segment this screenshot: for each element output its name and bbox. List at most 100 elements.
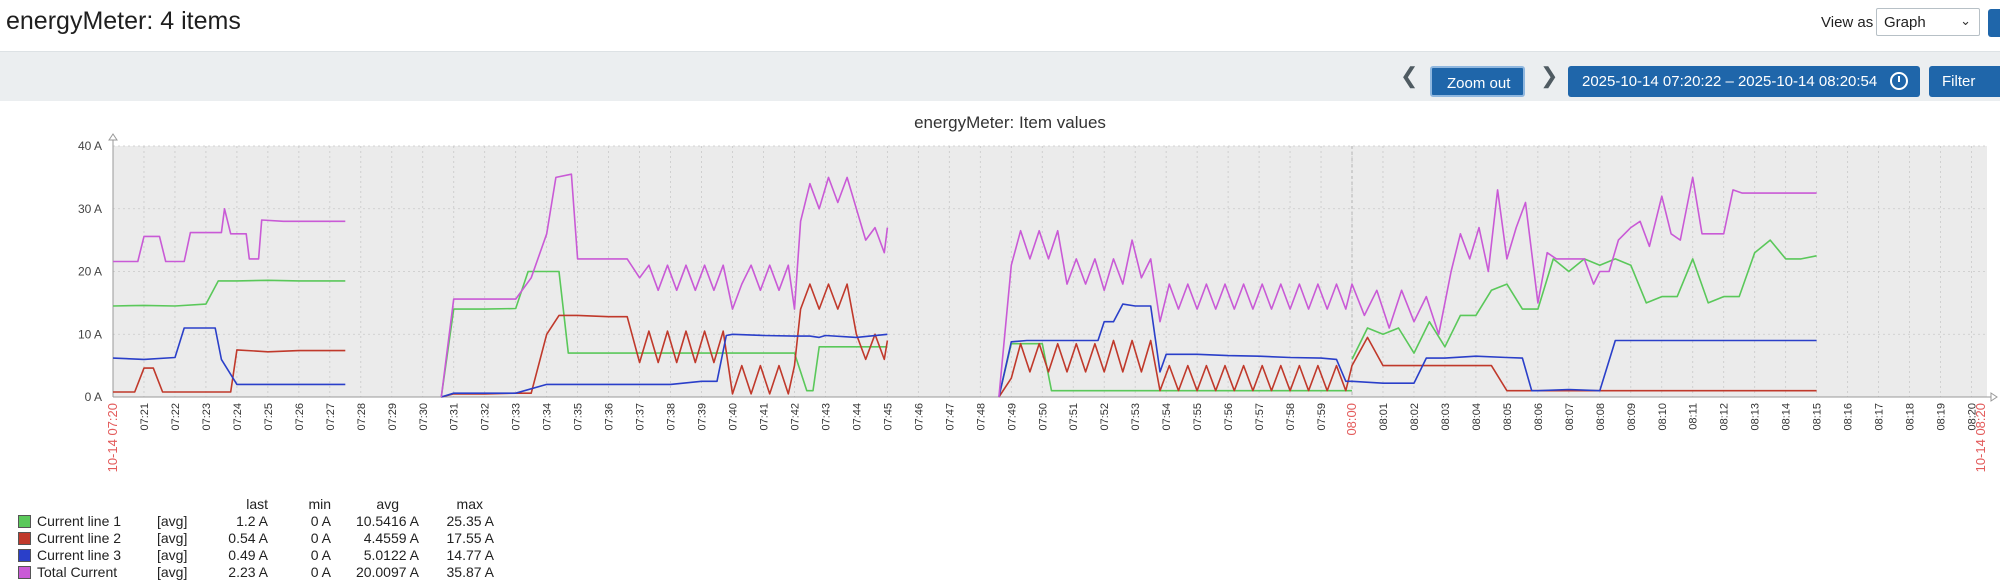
x-tick-label: 08:02 xyxy=(1409,403,1421,431)
legend-last: 1.2 A xyxy=(236,513,268,529)
x-tick-label: 07:31 xyxy=(449,403,461,431)
chevron-down-icon: ⌄ xyxy=(1960,13,1971,28)
page-header: energyMeter: 4 items View as Graph ⌄ xyxy=(0,0,2000,51)
legend-fn: [avg] xyxy=(157,547,188,563)
legend-last: 0.49 A xyxy=(228,547,268,563)
x-tick-label: 07:46 xyxy=(913,403,925,431)
legend-fn: [avg] xyxy=(157,513,188,529)
x-tick-label: 08:06 xyxy=(1533,403,1545,431)
x-tick-label: 07:59 xyxy=(1316,403,1328,431)
legend-swatch xyxy=(18,549,31,562)
x-tick-label: 07:48 xyxy=(975,403,987,431)
time-range-button[interactable]: 2025-10-14 07:20:22 – 2025-10-14 08:20:5… xyxy=(1568,66,1920,97)
legend-max: 35.87 A xyxy=(446,564,495,580)
x-tick-label: 07:54 xyxy=(1161,403,1173,431)
legend-header: min xyxy=(308,496,331,512)
legend-name: Total Current xyxy=(37,564,118,580)
x-tick-label: 07:45 xyxy=(882,403,894,431)
x-tick-label: 07:52 xyxy=(1099,403,1111,431)
y-tick-label: 0 A xyxy=(85,390,102,404)
x-tick-label: 08:12 xyxy=(1719,403,1731,431)
x-tick-label: 08:10 xyxy=(1657,403,1669,431)
legend-min: 0 A xyxy=(310,513,331,529)
x-tick-label: 07:56 xyxy=(1223,403,1235,431)
page-title: energyMeter: 4 items xyxy=(6,7,241,35)
legend-avg: 5.0122 A xyxy=(363,547,419,563)
chart-title: energyMeter: Item values xyxy=(914,113,1106,132)
x-hour-label: 08:00 xyxy=(1344,403,1359,436)
x-tick-label: 07:32 xyxy=(480,403,492,431)
x-tick-label: 08:05 xyxy=(1502,403,1514,431)
x-tick-label: 08:19 xyxy=(1936,403,1948,431)
x-tick-label: 08:09 xyxy=(1626,403,1638,431)
filter-label: Filter xyxy=(1942,73,1976,90)
legend-max: 25.35 A xyxy=(446,513,495,529)
x-tick-label: 07:35 xyxy=(573,403,585,431)
legend-last: 2.23 A xyxy=(228,564,268,580)
x-tick-label: 08:11 xyxy=(1688,403,1700,430)
y-tick-label: 30 A xyxy=(78,202,102,216)
series-line-total-current xyxy=(113,208,346,263)
x-tick-label: 07:55 xyxy=(1192,403,1204,431)
kiosk-mode-button[interactable] xyxy=(1988,9,2000,37)
legend-min: 0 A xyxy=(310,547,331,563)
legend-last: 0.54 A xyxy=(228,530,268,546)
view-as-select[interactable]: Graph ⌄ xyxy=(1876,8,1980,36)
series-line-current-line-3 xyxy=(112,327,346,386)
x-tick-label: 07:50 xyxy=(1037,403,1049,431)
x-tick-label: 07:43 xyxy=(820,403,832,431)
x-tick-label: 07:29 xyxy=(387,403,399,431)
legend-min: 0 A xyxy=(310,530,331,546)
legend-avg: 4.4559 A xyxy=(363,530,419,546)
series-line-current-line-2 xyxy=(113,349,346,393)
view-as-label: View as xyxy=(1821,14,1874,31)
x-tick-label: 08:18 xyxy=(1905,403,1917,431)
series-line-current-line-2 xyxy=(441,283,889,398)
series-line-current-line-3 xyxy=(998,303,1817,398)
x-tick-label: 08:03 xyxy=(1440,403,1452,431)
x-tick-label: 07:44 xyxy=(851,403,863,431)
legend-name: Current line 3 xyxy=(37,547,122,563)
legend-header: max xyxy=(456,496,483,512)
legend-fn: [avg] xyxy=(157,530,188,546)
legend-name: Current line 2 xyxy=(37,530,122,546)
x-tick-label: 07:34 xyxy=(542,403,554,431)
series-line-current-line-1 xyxy=(998,342,1352,398)
legend-min: 0 A xyxy=(310,564,331,580)
x-tick-label: 07:26 xyxy=(294,403,306,431)
time-range-label: 2025-10-14 07:20:22 – 2025-10-14 08:20:5… xyxy=(1582,73,1878,90)
x-tick-label: 07:23 xyxy=(201,403,213,431)
x-tick-label: 08:16 xyxy=(1843,403,1855,431)
legend-header: avg xyxy=(376,496,399,512)
x-tick-label: 07:39 xyxy=(697,403,709,431)
x-tick-label: 07:51 xyxy=(1068,403,1080,431)
x-tick-label: 08:08 xyxy=(1595,403,1607,431)
series-line-current-line-1 xyxy=(112,279,346,307)
x-tick-label: 07:41 xyxy=(758,403,770,431)
x-tick-label: 07:37 xyxy=(635,403,647,431)
clock-icon xyxy=(1890,72,1908,90)
x-tick-label: 08:04 xyxy=(1471,403,1483,431)
legend-max: 14.77 A xyxy=(446,547,495,563)
legend-avg: 20.0097 A xyxy=(355,564,419,580)
filter-button[interactable]: Filter xyxy=(1929,66,2000,97)
x-tick-label: 07:27 xyxy=(325,403,337,431)
x-tick-label: 08:14 xyxy=(1781,403,1793,431)
legend-swatch xyxy=(18,515,31,528)
y-tick-label: 20 A xyxy=(78,265,102,279)
x-tick-label: 07:28 xyxy=(356,403,368,431)
x-axis-arrow xyxy=(1990,392,1998,402)
x-tick-label: 07:24 xyxy=(232,403,244,431)
x-end-label: 10-14 08:20 xyxy=(1973,403,1988,472)
zoom-out-button[interactable]: Zoom out xyxy=(1430,66,1525,97)
chevron-right-icon[interactable]: ❯ xyxy=(1540,63,1559,88)
series-line-current-line-2 xyxy=(998,336,1817,398)
series-line-current-line-3 xyxy=(441,333,888,398)
x-tick-label: 08:01 xyxy=(1378,403,1390,431)
x-tick-label: 07:42 xyxy=(789,403,801,431)
series-line-total-current xyxy=(998,176,1817,398)
legend-max: 17.55 A xyxy=(446,530,495,546)
view-as-value: Graph xyxy=(1884,14,1926,31)
chevron-left-icon[interactable]: ❮ xyxy=(1400,63,1419,88)
